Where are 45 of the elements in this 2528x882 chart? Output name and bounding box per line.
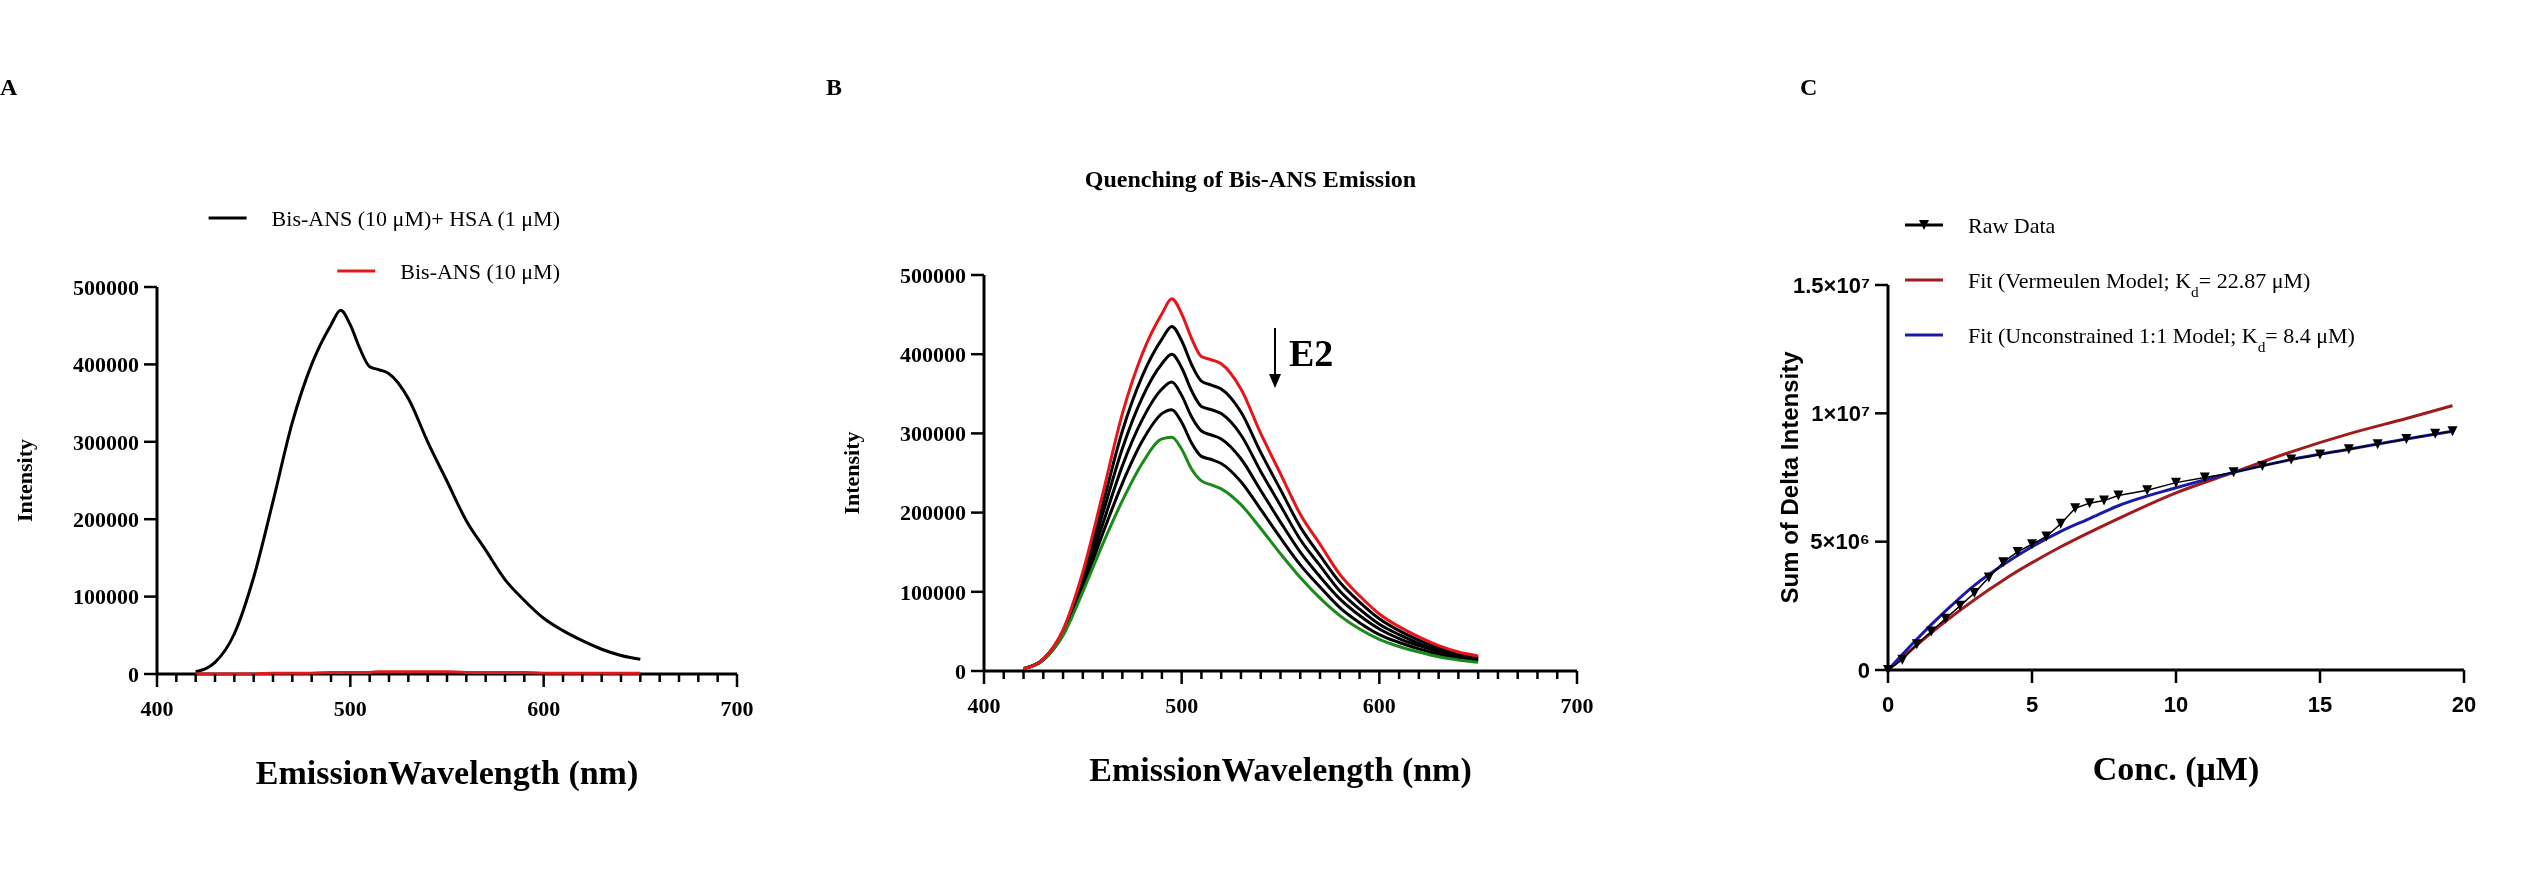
- x-tick-label: 400: [967, 693, 1001, 718]
- x-tick-label: 5: [2025, 692, 2039, 717]
- y-tick-label: 0: [1857, 657, 1870, 683]
- y-tick-label: 1.5×10⁷: [1793, 272, 1870, 298]
- y-axis-title: Intensity: [12, 438, 37, 523]
- x-axis-title: EmissionWavelength (nm): [1089, 751, 1472, 789]
- x-tick-label: 0: [1881, 692, 1895, 717]
- y-tick-label: 400000: [900, 341, 966, 367]
- legend-label: Fit (Unconstrained 1:1 Model; K$_{d}$= 8.4 μM): [1968, 322, 2355, 355]
- y-tick-label: 500000: [900, 262, 966, 288]
- y-axis-title: Sum of Delta Intensity: [1776, 350, 1803, 604]
- legend-label: Bis-ANS (10 μM): [400, 258, 560, 284]
- text: A: [0, 74, 18, 100]
- y-tick-label: 0: [955, 658, 966, 684]
- y-tick-label: 200000: [900, 500, 966, 526]
- x-tick-label: 10: [2163, 692, 2189, 717]
- x-tick-label: 700: [720, 696, 754, 721]
- y-tick-label: 200000: [73, 506, 139, 532]
- x-tick-label: 600: [1362, 693, 1396, 718]
- text: C: [1800, 74, 1818, 100]
- y-tick-label: 500000: [73, 274, 139, 300]
- x-tick-label: 600: [527, 696, 561, 721]
- chart-title: Quenching of Bis-ANS Emission: [1084, 166, 1417, 192]
- legend-label: Fit (Vermeulen Model; K$_{d}$= 22.87 μM): [1968, 267, 2311, 300]
- y-tick-label: 100000: [900, 579, 966, 605]
- legend-label: Raw Data: [1968, 212, 2056, 238]
- y-tick-label: 400000: [73, 352, 139, 378]
- x-tick-label: 700: [1560, 693, 1594, 718]
- y-tick-label: 300000: [900, 421, 966, 447]
- x-tick-label: 15: [2307, 692, 2333, 717]
- annotation: E2: [1289, 332, 1334, 374]
- y-tick-label: 100000: [73, 584, 139, 610]
- y-tick-label: 1×10⁷: [1811, 401, 1870, 427]
- y-tick-label: 300000: [73, 429, 139, 455]
- x-tick-label: 500: [1165, 693, 1199, 718]
- text: B: [826, 74, 843, 100]
- y-axis-title: Intensity: [839, 431, 864, 515]
- x-tick-label: 20: [2451, 692, 2477, 717]
- legend-label: Bis-ANS (10 μM)+ HSA (1 μM): [271, 205, 560, 231]
- y-tick-label: 5×10⁶: [1810, 529, 1870, 555]
- y-tick-label: 0: [128, 661, 139, 687]
- x-axis-title: EmissionWavelength (nm): [255, 754, 639, 792]
- x-tick-label: 500: [333, 696, 367, 721]
- x-tick-label: 400: [140, 696, 174, 721]
- x-axis-title: Conc. (μM): [2092, 750, 2260, 788]
